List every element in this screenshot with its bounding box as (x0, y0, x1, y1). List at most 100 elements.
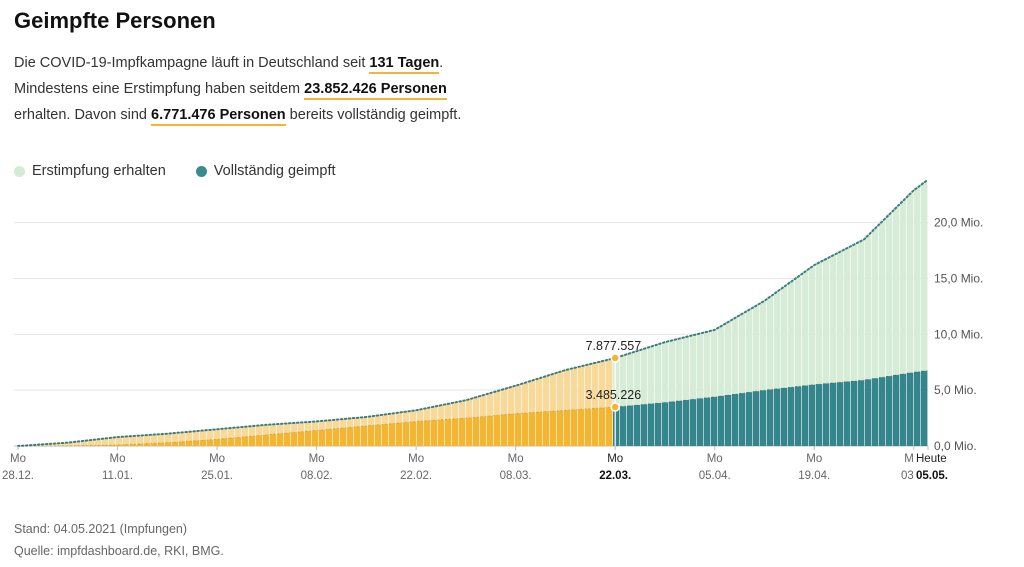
bar-first-dose (879, 221, 886, 446)
bar-full-vaccinated (550, 411, 557, 446)
x-tick-date: 05.05. (916, 470, 948, 482)
x-tick-day: Mo (209, 453, 225, 465)
stand-text: Stand: 04.05.2021 (Impfungen) (14, 522, 188, 536)
bar-full-vaccinated (781, 387, 788, 446)
bar-full-vaccinated (207, 439, 214, 446)
bar-full-vaccinated (697, 398, 704, 446)
bar-first-dose (74, 441, 81, 446)
bar-full-vaccinated (214, 439, 221, 446)
intro-line3-text: erhalten. Davon sind (14, 107, 152, 123)
bar-first-dose (662, 342, 669, 446)
bar-first-dose (571, 367, 578, 446)
y-tick-label: 15,0 Mio. (934, 272, 983, 286)
legend-item-full[interactable]: Vollständig geimpft (195, 163, 336, 179)
bar-full-vaccinated (354, 426, 361, 446)
bar-first-dose (228, 427, 235, 446)
bar-first-dose (802, 271, 809, 446)
bar-first-dose (830, 255, 837, 446)
bar-first-dose (767, 296, 774, 446)
bar-full-vaccinated (144, 443, 151, 446)
bar-full-vaccinated (704, 397, 711, 446)
bar-full-vaccinated (193, 440, 200, 446)
bar-first-dose (137, 435, 144, 446)
chart-legend: Erstimpfung erhalten Vollständig geimpft (14, 163, 336, 179)
bar-first-dose (669, 340, 676, 446)
bar-first-dose (914, 187, 921, 446)
bar-full-vaccinated (305, 431, 312, 446)
bar-full-vaccinated (88, 445, 95, 446)
bar-first-dose (788, 281, 795, 446)
bar-full-vaccinated (753, 391, 760, 446)
bar-full-vaccinated (914, 371, 921, 446)
bar-first-dose (193, 431, 200, 446)
y-tick-label: 5,0 Mio. (934, 383, 977, 397)
bar-first-dose (620, 355, 627, 446)
bar-full-vaccinated (431, 420, 438, 446)
bar-full-vaccinated (606, 407, 613, 446)
vaccination-area-chart[interactable]: 0,0 Mio. 5,0 Mio. 10,0 Mio. 15,0 Mio. 20,0 M… (0, 0, 1024, 500)
bar-first-dose (88, 439, 95, 446)
legend-swatch-first (14, 165, 25, 177)
bar-full-vaccinated (585, 408, 592, 446)
bar-first-dose (823, 258, 830, 446)
bar-full-vaccinated (725, 395, 732, 446)
bar-first-dose (186, 431, 193, 446)
bar-full-vaccinated (109, 444, 116, 446)
bar-full-vaccinated (802, 385, 809, 446)
bar-first-dose (739, 313, 746, 446)
bar-first-dose (249, 426, 256, 446)
bar-full-vaccinated (333, 428, 340, 446)
bar-full-vaccinated (662, 402, 669, 446)
bar-first-dose (718, 325, 725, 446)
bar-first-dose (81, 440, 88, 446)
bar-full-vaccinated (711, 396, 718, 446)
bar-full-vaccinated (501, 414, 508, 446)
bar-full-vaccinated (249, 436, 256, 446)
bar-full-vaccinated (676, 400, 683, 446)
x-tick-date: 05.04. (699, 470, 731, 482)
bar-first-dose (795, 276, 802, 446)
intro-line2-text: Mindestens eine Erstimpfung haben seitde… (14, 81, 305, 97)
bar-full-vaccinated (256, 435, 263, 446)
bar-first-dose (200, 430, 207, 446)
bar-first-dose (893, 207, 900, 446)
bar-full-vaccinated (816, 384, 823, 446)
bar-full-vaccinated (123, 444, 130, 446)
bar-full-vaccinated (221, 438, 228, 446)
bar-full-vaccinated (739, 393, 746, 446)
y-tick-label: 0,0 Mio. (934, 439, 977, 453)
bar-full-vaccinated (298, 431, 305, 446)
bar-full-vaccinated (424, 420, 431, 446)
bar-full-vaccinated (228, 438, 235, 446)
bar-full-vaccinated (494, 415, 501, 446)
highlight-label-first: 7.877.557 (586, 339, 642, 353)
bar-first-dose (95, 439, 102, 446)
chart-footer: Stand: 04.05.2021 (Impfungen) Quelle: im… (14, 518, 224, 562)
bar-first-dose (627, 353, 634, 446)
bar-full-vaccinated (669, 401, 676, 446)
bar-first-dose (165, 433, 172, 446)
bar-full-vaccinated (592, 408, 599, 446)
bar-full-vaccinated (312, 430, 319, 446)
bar-full-vaccinated (795, 386, 802, 446)
bar-full-vaccinated (116, 444, 123, 446)
bar-full-vaccinated (130, 444, 137, 446)
bar-full-vaccinated (263, 434, 270, 446)
bar-first-dose (550, 373, 557, 446)
bar-first-dose (711, 329, 718, 446)
bar-full-vaccinated (844, 381, 851, 446)
highlight-marker-first (610, 353, 620, 363)
bar-full-vaccinated (634, 404, 641, 446)
y-tick-label: 20,0 Mio. (934, 216, 983, 230)
bar-full-vaccinated (382, 424, 389, 446)
legend-item-first[interactable]: Erstimpfung erhalten (14, 163, 166, 179)
x-tick-date: 22.02. (400, 470, 432, 482)
bar-first-dose (564, 369, 571, 446)
intro-line3-end: bereits vollständig geimpft. (285, 107, 462, 123)
bar-first-dose (221, 428, 228, 446)
page-title: Geimpfte Personen (14, 8, 216, 33)
bar-full-vaccinated (788, 387, 795, 446)
legend-label-full: Vollständig geimpft (213, 163, 336, 179)
bar-first-dose (732, 317, 739, 446)
bar-first-dose (816, 262, 823, 446)
